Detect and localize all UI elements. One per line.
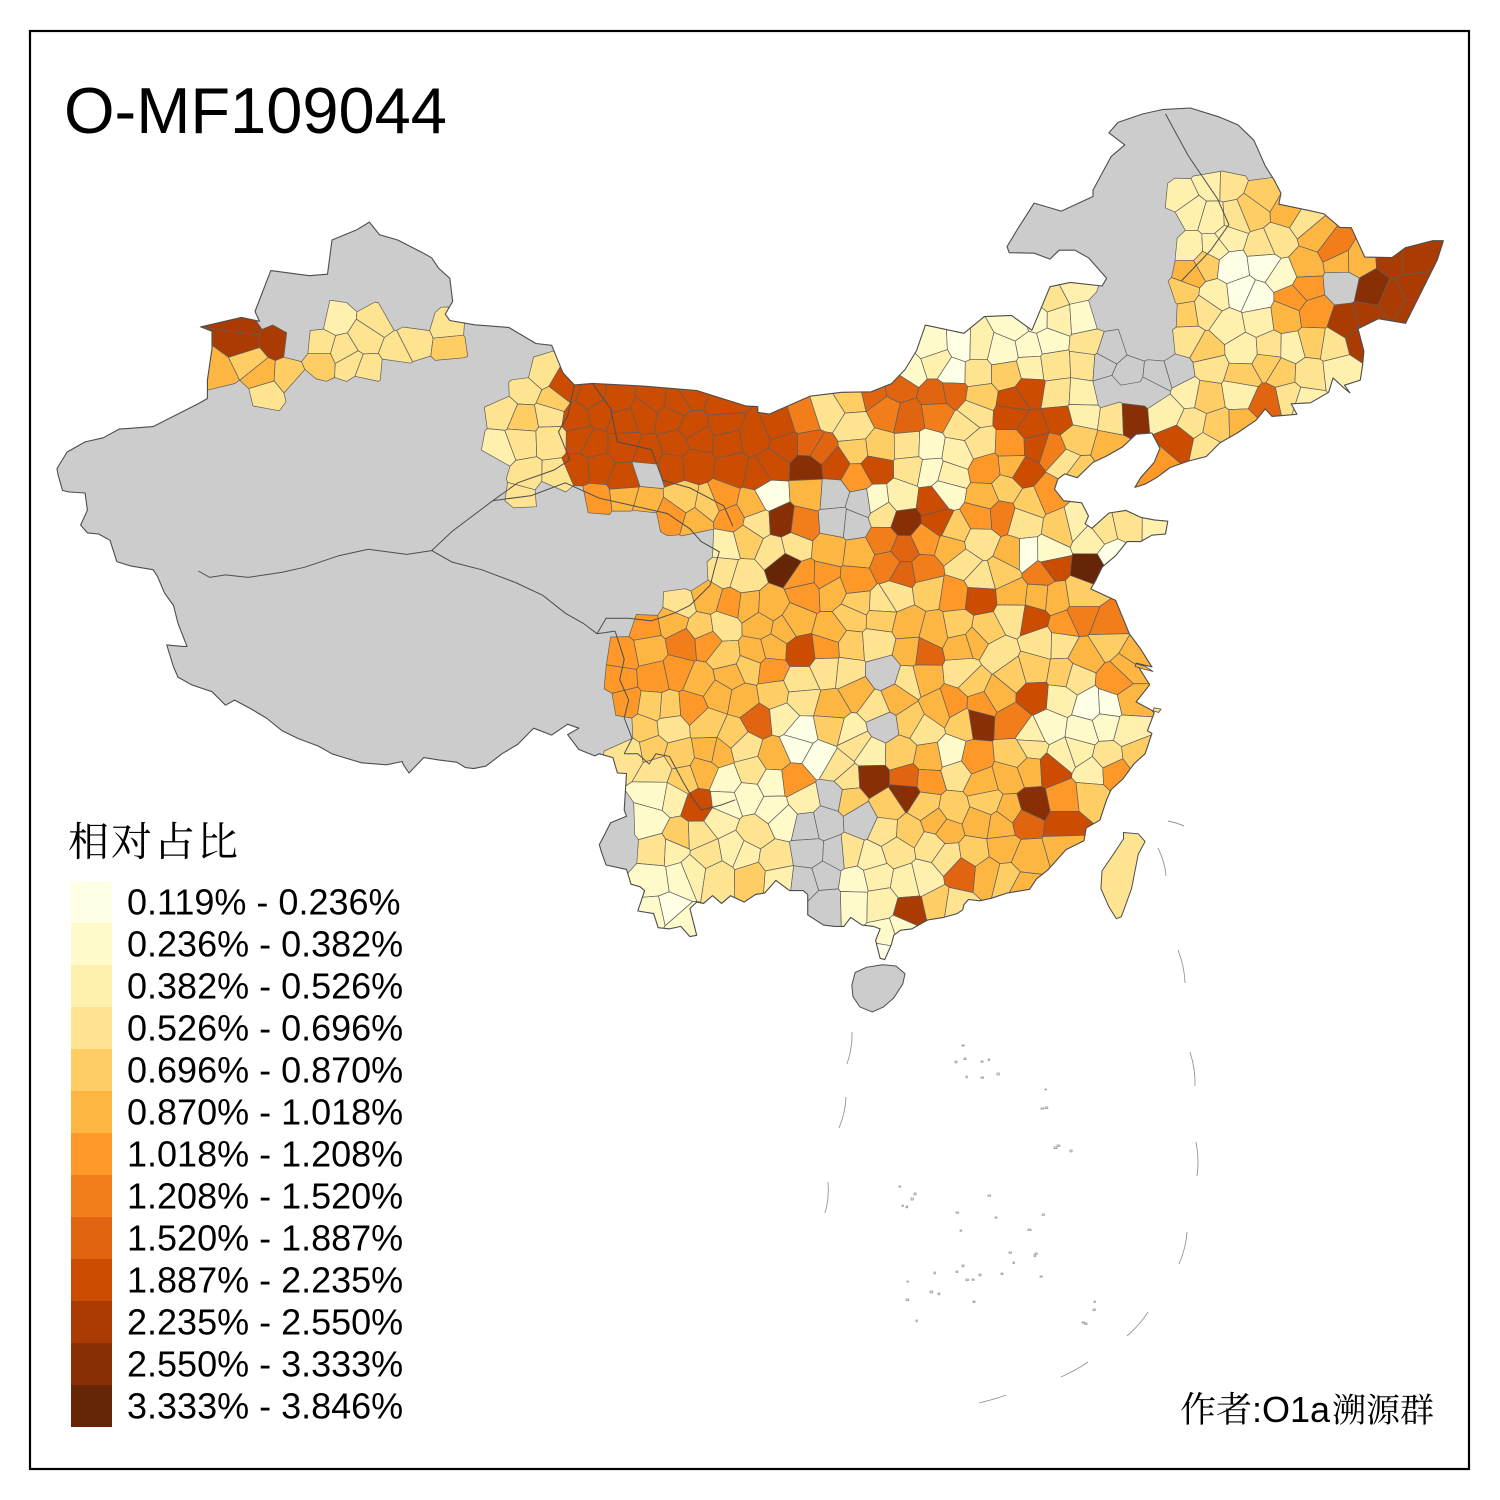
- svg-text:1.208% - 1.520%: 1.208% - 1.520%: [127, 1176, 403, 1217]
- svg-text:0.382% - 0.526%: 0.382% - 0.526%: [127, 966, 403, 1007]
- svg-text:2.235% - 2.550%: 2.235% - 2.550%: [127, 1302, 403, 1343]
- svg-text:O-MF109044: O-MF109044: [64, 74, 447, 147]
- svg-text::O1a: :O1a: [1252, 1389, 1331, 1430]
- svg-text:3.333% - 3.846%: 3.333% - 3.846%: [127, 1386, 403, 1427]
- svg-text:1.520% - 1.887%: 1.520% - 1.887%: [127, 1218, 403, 1259]
- svg-text:0.526% - 0.696%: 0.526% - 0.696%: [127, 1008, 403, 1049]
- svg-text:1.887% - 2.235%: 1.887% - 2.235%: [127, 1260, 403, 1301]
- svg-text:0.119% - 0.236%: 0.119% - 0.236%: [127, 882, 401, 923]
- svg-text:1.018% - 1.208%: 1.018% - 1.208%: [127, 1134, 403, 1175]
- svg-text:0.870% - 1.018%: 0.870% - 1.018%: [127, 1092, 403, 1133]
- svg-text:0.236% - 0.382%: 0.236% - 0.382%: [127, 924, 403, 965]
- svg-text:2.550% - 3.333%: 2.550% - 3.333%: [127, 1344, 403, 1385]
- svg-text:0.696% - 0.870%: 0.696% - 0.870%: [127, 1050, 403, 1091]
